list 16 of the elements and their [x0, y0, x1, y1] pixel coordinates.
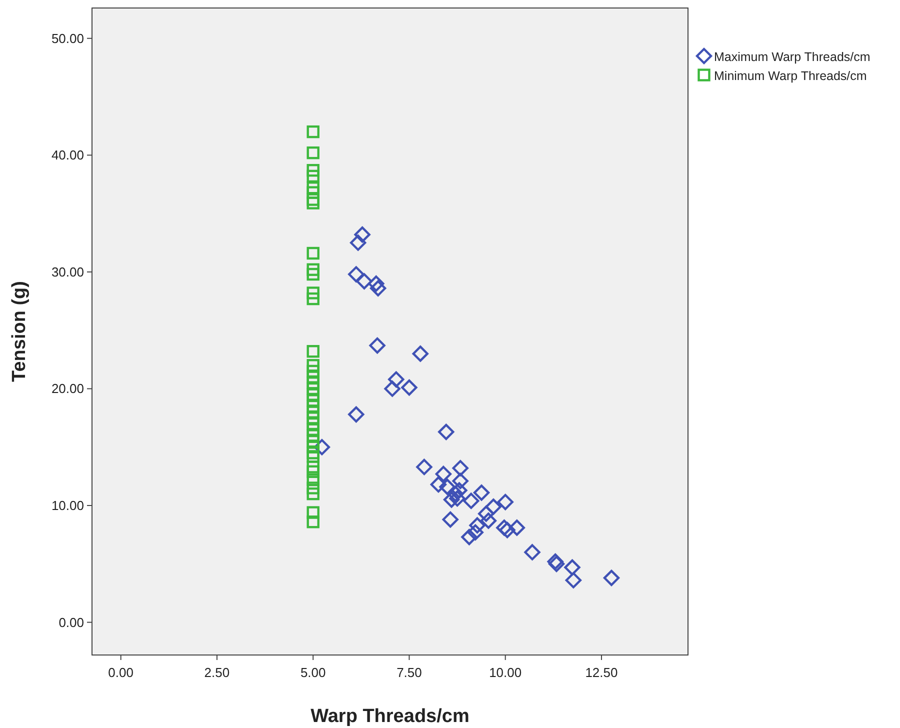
x-tick-label: 0.00 — [108, 665, 134, 680]
x-axis-title: Warp Threads/cm — [310, 706, 470, 727]
y-tick-label: 0.00 — [58, 614, 84, 630]
y-tick-label: 50.00 — [51, 30, 84, 46]
x-tick-label: 12.50 — [585, 665, 618, 680]
y-tick-label: 20.00 — [51, 381, 84, 396]
x-tick-label: 2.50 — [204, 665, 230, 680]
legend-label: Maximum Warp Threads/cm — [714, 50, 870, 64]
y-tick-label: 30.00 — [51, 264, 84, 280]
y-tick-label: 40.00 — [51, 148, 84, 163]
y-tick-label: 10.00 — [51, 498, 84, 514]
x-tick-label: 5.00 — [300, 665, 326, 680]
y-axis-title: Tension (g) — [9, 281, 30, 382]
x-tick-label: 10.00 — [489, 665, 522, 680]
x-tick-label: 7.50 — [396, 665, 422, 680]
legend-label: Minimum Warp Threads/cm — [714, 69, 867, 83]
